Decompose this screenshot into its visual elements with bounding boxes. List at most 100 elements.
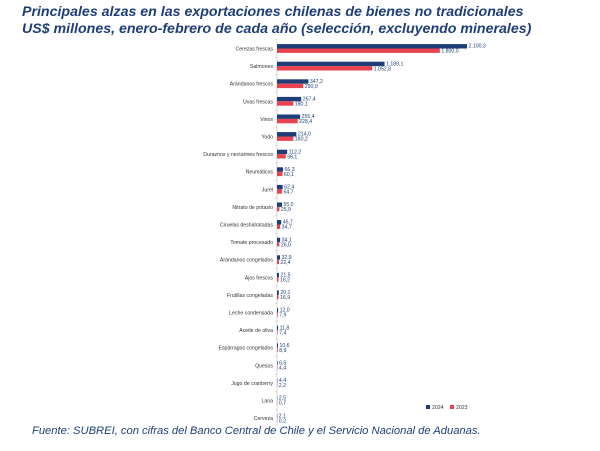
data-label-2024: 347,2 — [310, 79, 323, 85]
category-label: Cerezas frescas — [236, 47, 274, 53]
bar-2024 — [277, 325, 279, 331]
data-label-2023: 7,9 — [279, 313, 286, 319]
data-label-2024: 62,4 — [284, 185, 294, 191]
category-label: Duraznos y nectarines frescos — [203, 152, 273, 158]
bar-2024 — [277, 272, 279, 278]
bar-2023 — [277, 171, 283, 177]
bar-2024 — [277, 308, 279, 313]
bar-2024 — [277, 149, 288, 155]
data-label-2024: 55,0 — [283, 202, 293, 208]
data-label-2023: 180,2 — [295, 137, 308, 143]
data-label-2023: 54,7 — [283, 190, 293, 196]
data-label-2023: 7,4 — [279, 330, 286, 336]
data-label-2023: 25,9 — [281, 207, 291, 213]
category-label: Salmones — [250, 64, 273, 70]
data-label-2023: 0,7 — [279, 401, 286, 407]
chart-title-line-2: US$ millones, enero-febrero de cada año … — [22, 21, 532, 37]
data-label-2024: 12,0 — [280, 308, 290, 314]
data-label-2024: 267,4 — [303, 97, 316, 103]
bar-2023 — [277, 242, 280, 247]
bar-2024 — [277, 290, 279, 295]
bar-2024 — [277, 237, 281, 243]
bar-2024 — [277, 360, 278, 366]
bar-2023 — [277, 206, 280, 212]
data-label-2023: 1.052,8 — [374, 66, 391, 72]
bar-2024 — [277, 255, 280, 260]
bar-2023 — [277, 224, 281, 229]
category-label: Cerveza — [254, 416, 273, 422]
data-label-2023: 2,2 — [279, 383, 286, 389]
category-label: Neumáticos — [246, 170, 274, 176]
bar-2024 — [277, 132, 297, 137]
category-label: Tomate procesado — [230, 240, 273, 246]
data-label-2023: 8,9 — [279, 348, 286, 354]
source-note: Fuente: SUBREI, con cifras del Banco Cen… — [32, 425, 481, 437]
bar-2023 — [277, 312, 278, 317]
bar-2024 — [277, 167, 283, 172]
chart-title: Principales alzas en las exportaciones c… — [22, 4, 592, 38]
bar-2023 — [277, 136, 294, 141]
data-label-2023: 4,4 — [279, 366, 286, 372]
data-label-2023: 16,9 — [280, 295, 290, 301]
bar-2023 — [277, 259, 280, 265]
bar-2023 — [277, 330, 278, 335]
data-label-2024: 21,5 — [280, 273, 290, 279]
chart-title-line-1: Principales alzas en las exportaciones c… — [22, 4, 524, 20]
bar-2023 — [277, 118, 298, 124]
category-label: Nitrato de potasio — [232, 205, 273, 211]
data-label-2023: 60,1 — [284, 172, 294, 178]
data-label-2023: 228,4 — [299, 119, 312, 125]
category-label: Jurel — [262, 187, 273, 193]
data-label-2023: 22,4 — [281, 260, 291, 266]
data-label-2024: 4,4 — [279, 378, 286, 384]
category-label: Jugo de cranberry — [231, 381, 273, 387]
bar-2024 — [277, 343, 278, 348]
data-label-2024: 112,2 — [289, 149, 302, 155]
category-label: Uvas frescas — [243, 99, 273, 105]
category-label: Yodo — [261, 135, 273, 141]
data-label-2024: 1.189,1 — [386, 61, 403, 67]
data-label-2024: 214,0 — [298, 132, 311, 138]
bar-2023 — [277, 154, 286, 159]
bar-2024 — [277, 44, 467, 49]
category-label: Ciruelas deshidratadas — [220, 223, 273, 229]
category-label: Espárragos congelados — [218, 346, 273, 352]
category-label: Aceite de oliva — [239, 328, 273, 334]
axis-layer: Cerezas frescas Salmones Arándanos frescos… — [203, 39, 278, 427]
legend-label-2023: 2023 — [456, 405, 468, 411]
data-label-2024: 34,1 — [282, 237, 292, 243]
category-label: Leche condensada — [229, 311, 273, 317]
data-label-2024: 2.100,3 — [469, 44, 486, 50]
legend-swatch-2023 — [450, 405, 454, 409]
bar-2023 — [277, 294, 279, 300]
bar-2024 — [277, 202, 282, 207]
bar-2023 — [277, 48, 440, 53]
category-label: Ajos frescos — [245, 275, 274, 281]
data-label-2024: 10,6 — [279, 343, 289, 349]
data-label-2023: 0,2 — [279, 418, 286, 424]
category-label: Vinos — [260, 117, 273, 123]
bar-2024 — [277, 114, 301, 119]
bar-2023 — [277, 83, 304, 89]
data-label-2024: 2,1 — [279, 413, 286, 419]
bar-2023 — [277, 189, 282, 194]
data-label-2023: 16,2 — [280, 278, 290, 284]
data-label-2024: 11,8 — [280, 325, 290, 331]
bar-2023 — [277, 347, 278, 353]
data-label-2024: 2,5 — [279, 396, 286, 402]
data-label-2024: 255,4 — [302, 114, 315, 120]
data-label-2023: 290,0 — [305, 84, 318, 90]
data-label-2024: 20,1 — [280, 290, 290, 296]
bar-2023 — [277, 66, 373, 71]
legend-label-2024: 2024 — [432, 405, 444, 411]
bar-2024 — [277, 184, 283, 190]
category-label: Lana — [261, 399, 273, 405]
data-label-2024: 46,7 — [283, 220, 293, 226]
data-label-2023: 1.800,0 — [441, 49, 458, 55]
category-label: Quesos — [255, 363, 273, 369]
legend-swatch-2024 — [426, 405, 430, 409]
data-label-2024: 32,9 — [281, 255, 291, 261]
bar-2024 — [277, 220, 282, 225]
category-label: Frutillas congeladas — [227, 293, 274, 299]
